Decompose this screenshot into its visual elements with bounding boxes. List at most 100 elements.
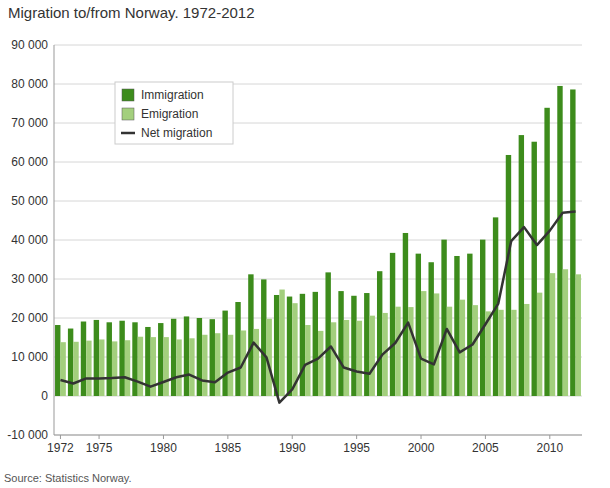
y-tick-label: -10 000	[7, 428, 48, 442]
y-tick-label: 70 000	[11, 116, 48, 130]
bar	[81, 322, 86, 396]
grid-line	[54, 45, 582, 46]
line	[60, 212, 575, 403]
bar	[441, 240, 446, 396]
bar	[60, 342, 65, 396]
bar	[537, 293, 542, 396]
x-tick-label: 2000	[408, 441, 435, 455]
bar	[357, 321, 362, 396]
bar	[325, 272, 330, 396]
bar	[498, 310, 503, 396]
bar	[107, 322, 112, 396]
x-tick-label: 2005	[472, 441, 499, 455]
bar	[261, 279, 266, 396]
bar	[532, 142, 537, 396]
x-tick	[227, 435, 228, 439]
bar	[524, 304, 529, 396]
bar	[235, 302, 240, 396]
title: Migration to/from Norway. 1972-2012	[8, 4, 255, 21]
bar	[390, 253, 395, 396]
bar	[570, 89, 575, 396]
bar	[467, 254, 472, 396]
x-tick-label: 2010	[536, 441, 563, 455]
bar	[210, 319, 215, 396]
marks	[55, 86, 581, 403]
legend-box	[115, 82, 233, 144]
y-tick-label: 40 000	[11, 233, 48, 247]
y-tick-label: 50 000	[11, 194, 48, 208]
grid-line	[54, 201, 582, 202]
legend-swatch	[121, 132, 135, 135]
x-tick	[60, 435, 61, 439]
x-tick	[549, 435, 550, 439]
bar	[511, 310, 516, 396]
bar	[473, 305, 478, 396]
y-tick-label: 90 000	[11, 38, 48, 52]
bar	[447, 307, 452, 396]
y-tick-label: 30 000	[11, 272, 48, 286]
bar	[287, 297, 292, 396]
y-axis	[54, 45, 55, 435]
bar	[279, 290, 284, 396]
bar	[550, 273, 555, 396]
bar	[318, 331, 323, 396]
bar	[132, 322, 137, 396]
bar	[434, 293, 439, 396]
bar	[557, 86, 562, 396]
bar	[338, 291, 343, 396]
source: Source: Statistics Norway.	[4, 472, 132, 484]
bar	[86, 341, 91, 396]
bar	[544, 108, 549, 396]
y-tick-label: 60 000	[11, 155, 48, 169]
bar	[428, 262, 433, 396]
x-tick	[292, 435, 293, 439]
bar	[576, 274, 581, 396]
x-tick-label: 1995	[343, 441, 370, 455]
bar	[331, 322, 336, 396]
bar	[254, 329, 259, 396]
grid-line	[54, 162, 582, 163]
bar	[313, 292, 318, 396]
bar	[395, 307, 400, 396]
x-tick-label: 1980	[150, 441, 177, 455]
bar	[202, 335, 207, 396]
legend-swatch	[122, 89, 134, 101]
bar	[138, 337, 143, 396]
y-tick-label: 10 000	[11, 350, 48, 364]
bar	[344, 320, 349, 396]
bar	[506, 155, 511, 396]
legend-label: Net migration	[141, 126, 212, 140]
bar	[248, 274, 253, 396]
bar	[228, 335, 233, 396]
bar	[189, 338, 194, 396]
bar	[480, 240, 485, 396]
bar	[163, 337, 168, 396]
legend-label: Immigration	[141, 88, 204, 102]
x-tick	[163, 435, 164, 439]
x-tick-label: 1975	[86, 441, 113, 455]
grid-line	[54, 435, 582, 436]
bar	[460, 300, 465, 396]
legend-swatch	[122, 108, 134, 120]
bar	[215, 333, 220, 396]
bar	[112, 341, 117, 396]
bar	[403, 233, 408, 396]
x-tick-label: 1985	[215, 441, 242, 455]
grid-line	[54, 240, 582, 241]
bar	[94, 320, 99, 396]
bar	[305, 325, 310, 396]
x-tick	[421, 435, 422, 439]
bar	[125, 340, 130, 396]
bar	[421, 291, 426, 396]
bar	[364, 293, 369, 396]
y-tick-label: 0	[41, 389, 48, 403]
bar	[300, 294, 305, 396]
bar	[176, 339, 181, 396]
bar	[55, 325, 60, 396]
bar	[370, 316, 375, 396]
bar	[519, 135, 524, 396]
legend-label: Emigration	[141, 107, 198, 121]
bar	[563, 269, 568, 396]
bar	[99, 339, 104, 396]
bar	[73, 342, 78, 396]
